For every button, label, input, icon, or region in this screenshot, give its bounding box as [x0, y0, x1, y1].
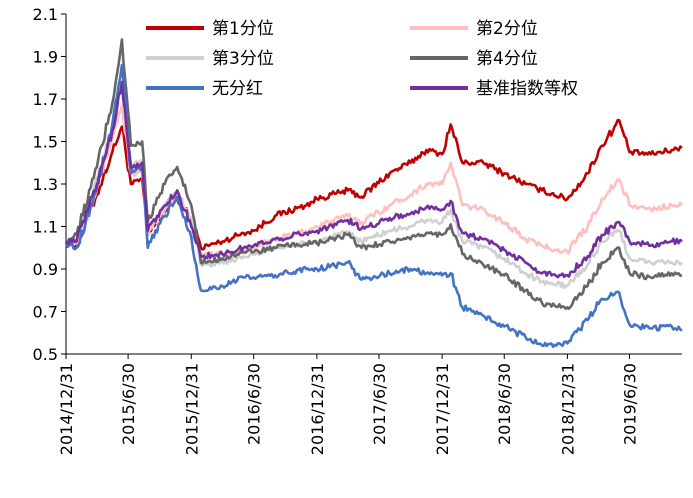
series-line-6 — [64, 80, 683, 279]
series-line-1 — [64, 118, 683, 251]
y-tick-label: 1.5 — [33, 133, 58, 152]
legend-label: 无分红 — [212, 79, 263, 99]
x-tick-label: 2016/6/30 — [245, 363, 264, 445]
x-tick-label: 2018/12/31 — [558, 363, 577, 455]
series-lines — [64, 38, 684, 349]
y-axis-ticks: 0.5 0.7 0.9 1.1 1.3 1.5 1.7 1.9 2.1 — [33, 5, 66, 364]
legend-label: 第1分位 — [212, 19, 274, 39]
y-tick-label: 1.7 — [33, 90, 58, 109]
y-tick-label: 1.3 — [33, 175, 58, 194]
y-tick-label: 2.1 — [33, 5, 58, 24]
x-tick-label: 2015/6/30 — [119, 363, 138, 445]
x-tick-label: 2016/12/31 — [308, 363, 327, 455]
x-tick-label: 2014/12/31 — [57, 363, 76, 455]
x-tick-label: 2017/12/31 — [433, 363, 452, 455]
legend-label: 第4分位 — [476, 49, 538, 69]
x-tick-label: 2015/12/31 — [182, 363, 201, 455]
series-line-2 — [64, 104, 684, 258]
y-tick-label: 0.5 — [33, 345, 58, 364]
legend-label: 第2分位 — [476, 19, 538, 39]
y-tick-label: 1.1 — [33, 218, 58, 237]
series-line-4 — [64, 38, 683, 310]
x-tick-label: 2018/6/30 — [495, 363, 514, 445]
legend-label: 基准指数等权 — [476, 79, 578, 99]
series-line-5 — [64, 63, 683, 349]
y-tick-label: 0.7 — [33, 303, 58, 322]
x-axis-ticks: 2014/12/31 2015/6/30 2015/12/31 2016/6/30 20… — [57, 354, 639, 455]
series-line-3 — [64, 80, 683, 290]
x-tick-label: 2019/6/30 — [620, 363, 639, 445]
y-tick-label: 0.9 — [33, 260, 58, 279]
x-tick-label: 2017/6/30 — [370, 363, 389, 445]
legend-label: 第3分位 — [212, 49, 274, 69]
y-tick-label: 1.9 — [33, 48, 58, 67]
